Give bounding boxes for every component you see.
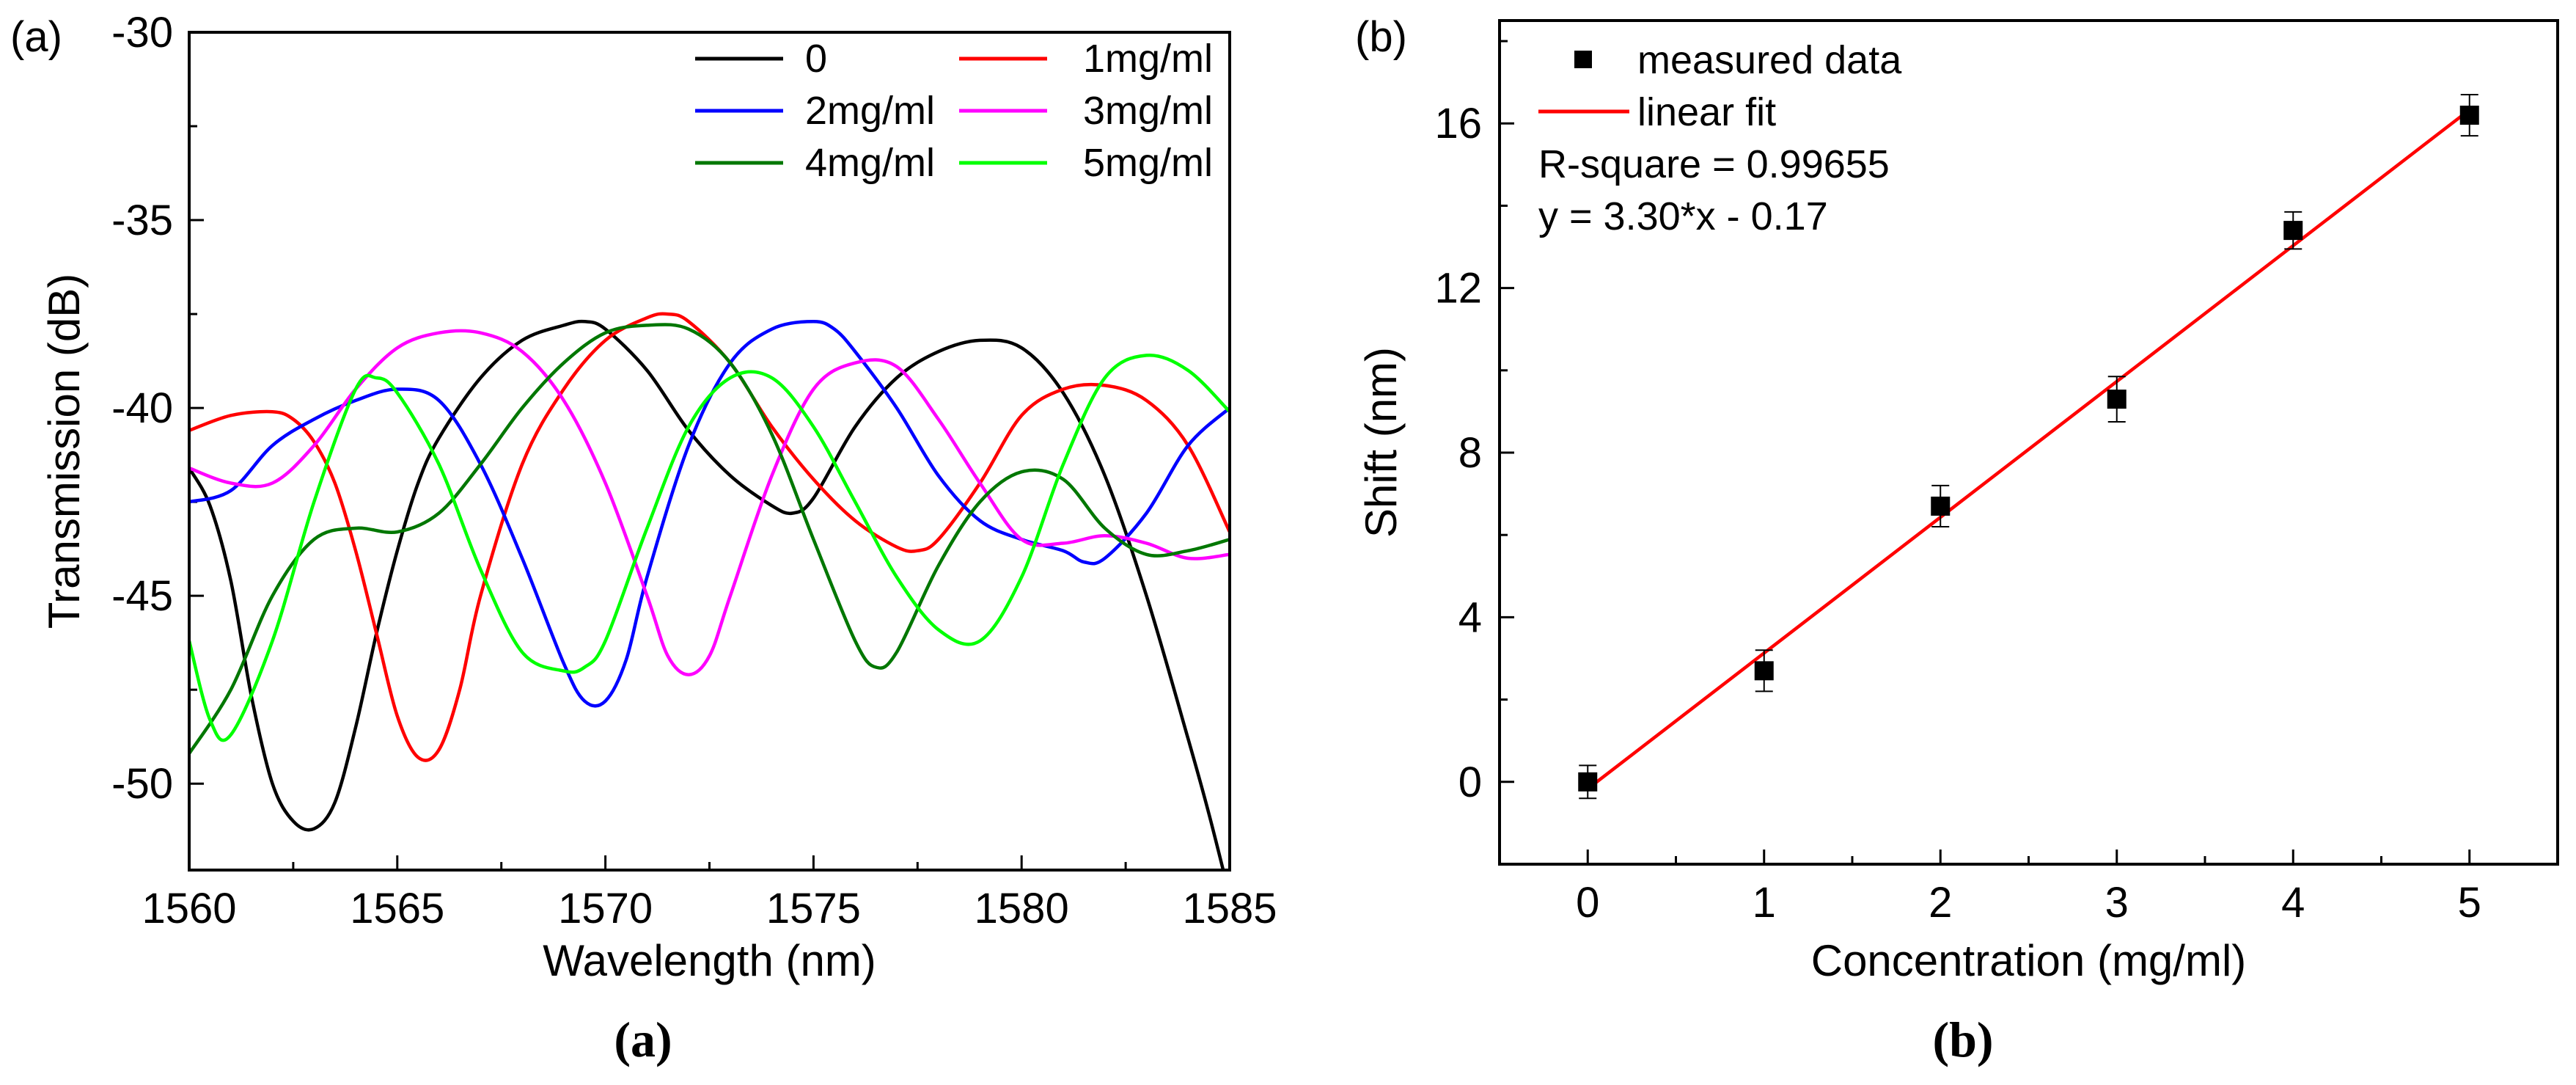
- x-tick-label-1570: 1570: [558, 885, 653, 932]
- data-point: [1754, 661, 1774, 681]
- x-tick-label-3: 3: [2105, 879, 2129, 927]
- panel-b-y-axis-label: Shift (nm): [1357, 347, 1406, 538]
- legend-marker-measured-data: [1574, 51, 1592, 68]
- legend-label-measured-data: measured data: [1637, 38, 1902, 82]
- x-tick-label-2: 2: [1929, 879, 1952, 927]
- panel-b-equation-annotation: y = 3.30*x - 0.17: [1538, 194, 1828, 238]
- y-tick-label-40: -40: [111, 384, 173, 432]
- panel-a-series-lines: [189, 312, 1230, 870]
- x-tick-label-4: 4: [2281, 879, 2305, 927]
- legend-label-3mg-ml: 3mg/ml: [1083, 89, 1213, 133]
- data-point: [2283, 221, 2303, 241]
- series-line-4mg-ml: [189, 323, 1230, 755]
- panel-a-ticks: 1560 1565 1570 1575 1580 1585 -50 -45 -40 -35 -30: [111, 9, 1277, 932]
- panel-a-plot-frame: [188, 31, 1231, 872]
- x-tick-label-0: 0: [1576, 879, 1599, 927]
- x-tick-label-1585: 1585: [1182, 885, 1277, 932]
- y-tick-label-16: 16: [1434, 100, 1482, 147]
- series-line-0: [189, 319, 1225, 870]
- caption-a: (a): [614, 1012, 672, 1067]
- y-tick-label-8: 8: [1458, 429, 1482, 477]
- panel-a-y-axis-label: Transmission (dB): [40, 274, 89, 629]
- x-tick-label-1580: 1580: [975, 885, 1069, 932]
- panel-b-marks: [1578, 93, 2479, 800]
- y-tick-label-30: -30: [111, 9, 173, 56]
- y-tick-label-4: 4: [1458, 593, 1482, 641]
- legend-label-2mg-ml: 2mg/ml: [805, 89, 935, 133]
- data-point: [2107, 390, 2127, 409]
- series-line-2mg-ml: [189, 320, 1230, 708]
- x-tick-label-1575: 1575: [766, 885, 861, 932]
- fit-line: [1586, 108, 2471, 791]
- legend-label-5mg-ml: 5mg/ml: [1083, 141, 1213, 185]
- y-tick-label-0: 0: [1458, 759, 1482, 806]
- panel-label-a: (a): [10, 13, 62, 61]
- x-tick-label-1: 1: [1753, 879, 1776, 927]
- panel-a-legend: 0 1mg/ml 2mg/ml 3mg/ml 4mg/ml 5mg/ml: [695, 37, 1213, 185]
- panel-b-plot-frame: [1498, 19, 2559, 866]
- y-tick-label-35: -35: [111, 197, 173, 244]
- y-tick-label-12: 12: [1434, 265, 1482, 313]
- legend-label-0: 0: [805, 37, 827, 81]
- x-tick-label-5: 5: [2458, 879, 2481, 927]
- legend-label-1mg-ml: 1mg/ml: [1083, 37, 1213, 81]
- panel-b-r-square-annotation: R-square = 0.99655: [1538, 142, 1890, 186]
- data-point: [1931, 496, 1951, 516]
- y-tick-label-50: -50: [111, 760, 173, 808]
- data-point: [2459, 106, 2479, 125]
- legend-label-linear-fit: linear fit: [1637, 90, 1776, 134]
- y-tick-label-45: -45: [111, 572, 173, 620]
- data-point: [1578, 772, 1598, 792]
- panel-b-x-axis-label: Concentration (mg/ml): [1811, 936, 2247, 985]
- panel-a-transmission-chart: (a) 1560 1565 1570 1575 1580 1585 -50 -45 -40 -35…: [10, 9, 1277, 985]
- panel-label-b: (b): [1355, 13, 1407, 61]
- panel-b-legend: measured data linear fit: [1538, 38, 1902, 134]
- series-line-1mg-ml: [189, 312, 1230, 762]
- series-line-3mg-ml: [189, 329, 1230, 676]
- x-tick-label-1565: 1565: [350, 885, 444, 932]
- series-line-5mg-ml: [189, 354, 1230, 742]
- x-tick-label-1560: 1560: [142, 885, 236, 932]
- panel-a-x-axis-label: Wavelength (nm): [543, 936, 876, 985]
- caption-b: (b): [1932, 1012, 1993, 1067]
- legend-label-4mg-ml: 4mg/ml: [805, 141, 935, 185]
